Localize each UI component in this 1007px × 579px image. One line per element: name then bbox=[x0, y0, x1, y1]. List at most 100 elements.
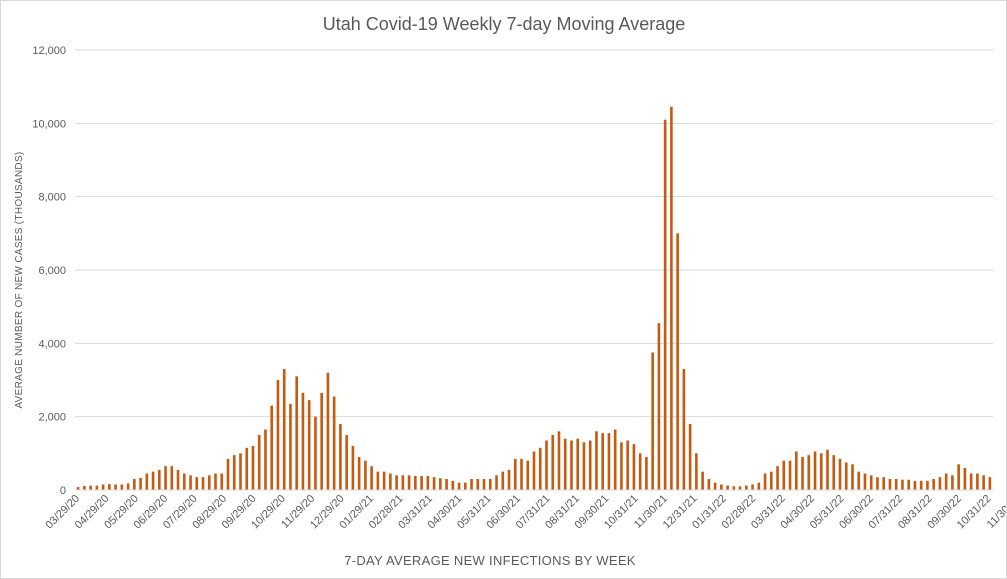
bar bbox=[844, 462, 848, 490]
bar bbox=[919, 480, 923, 490]
bar bbox=[232, 455, 236, 490]
bar bbox=[613, 429, 617, 490]
bar bbox=[882, 477, 886, 490]
bar bbox=[645, 457, 648, 490]
bar bbox=[701, 471, 704, 490]
bar bbox=[95, 485, 99, 490]
bar bbox=[545, 440, 548, 490]
bar bbox=[401, 475, 405, 490]
bar bbox=[707, 479, 711, 490]
bar bbox=[339, 424, 342, 490]
bar bbox=[832, 455, 836, 490]
bar bbox=[220, 473, 224, 490]
bar bbox=[214, 473, 217, 490]
bar bbox=[270, 405, 274, 490]
chart-title: Utah Covid-19 Weekly 7-day Moving Averag… bbox=[323, 14, 686, 34]
bar bbox=[826, 449, 829, 490]
bar bbox=[120, 484, 124, 490]
bar bbox=[314, 416, 317, 490]
bar bbox=[688, 424, 692, 490]
bar bbox=[382, 471, 386, 490]
bar bbox=[451, 480, 455, 490]
bar bbox=[982, 475, 985, 490]
bar bbox=[420, 476, 423, 490]
y-tick-label: 6,000 bbox=[38, 265, 66, 277]
bar bbox=[763, 473, 767, 490]
bar bbox=[726, 485, 729, 490]
bar bbox=[276, 380, 280, 490]
y-tick-label: 0 bbox=[60, 485, 66, 497]
bar bbox=[713, 482, 717, 490]
bar bbox=[863, 473, 867, 490]
bar bbox=[364, 460, 367, 490]
bar bbox=[851, 464, 854, 490]
y-axis-ticks: 0 2,000 4,000 6,000 8,000 10,000 12,000 bbox=[32, 45, 66, 497]
bar bbox=[83, 485, 86, 490]
bar bbox=[482, 479, 486, 490]
bar bbox=[557, 431, 561, 490]
bar bbox=[189, 475, 192, 490]
bar bbox=[869, 475, 873, 490]
bar bbox=[670, 106, 673, 490]
bar bbox=[176, 469, 180, 490]
bar bbox=[944, 473, 948, 490]
bar bbox=[108, 484, 111, 490]
bar bbox=[257, 435, 261, 490]
x-axis-title: 7-DAY AVERAGE NEW INFECTIONS BY WEEK bbox=[344, 553, 636, 568]
bar bbox=[951, 475, 954, 490]
bar bbox=[507, 469, 511, 490]
bar bbox=[819, 453, 823, 490]
bar bbox=[782, 460, 786, 490]
bar bbox=[207, 475, 211, 490]
bar bbox=[170, 466, 174, 490]
bar bbox=[638, 453, 642, 490]
bar bbox=[907, 479, 910, 490]
bar bbox=[751, 484, 754, 490]
bar bbox=[495, 475, 498, 490]
bar bbox=[657, 323, 661, 490]
bar bbox=[838, 458, 842, 490]
bar bbox=[345, 435, 348, 490]
bar bbox=[976, 473, 979, 490]
bar bbox=[588, 440, 592, 490]
bar bbox=[201, 477, 205, 490]
bar bbox=[432, 477, 436, 490]
bar bbox=[376, 471, 380, 490]
y-axis-title: AVERAGE NUMBER OF NEW CASES (THOUSANDS) bbox=[14, 151, 25, 408]
y-tick-label: 10,000 bbox=[32, 118, 66, 130]
bar bbox=[651, 352, 654, 490]
bar bbox=[932, 479, 935, 490]
bar bbox=[426, 476, 430, 490]
bar bbox=[488, 479, 492, 490]
bar bbox=[126, 483, 130, 490]
bar bbox=[582, 442, 586, 490]
bar bbox=[938, 477, 942, 490]
bar bbox=[526, 460, 530, 490]
bar bbox=[720, 484, 723, 490]
bar bbox=[532, 451, 536, 490]
bar bbox=[195, 477, 199, 490]
bar bbox=[595, 431, 598, 490]
bar bbox=[776, 466, 779, 490]
bar bbox=[576, 438, 580, 490]
bar bbox=[632, 444, 636, 490]
bar bbox=[445, 479, 448, 490]
bar bbox=[139, 477, 142, 490]
y-tick-label: 4,000 bbox=[38, 338, 66, 350]
bar bbox=[876, 477, 879, 490]
bar bbox=[301, 392, 305, 490]
bar bbox=[857, 471, 861, 490]
bar bbox=[307, 400, 311, 490]
bar bbox=[901, 479, 904, 490]
x-axis-ticks: 03/29/2004/29/2005/29/2006/29/2007/29/20… bbox=[43, 493, 1006, 532]
bar bbox=[913, 480, 917, 490]
bar bbox=[326, 372, 330, 490]
bar bbox=[439, 478, 442, 490]
bar bbox=[157, 469, 161, 490]
bar bbox=[114, 484, 117, 490]
bars bbox=[76, 106, 992, 491]
bar bbox=[357, 457, 361, 490]
bar bbox=[332, 396, 336, 490]
bar bbox=[663, 119, 667, 491]
bar bbox=[251, 446, 255, 490]
